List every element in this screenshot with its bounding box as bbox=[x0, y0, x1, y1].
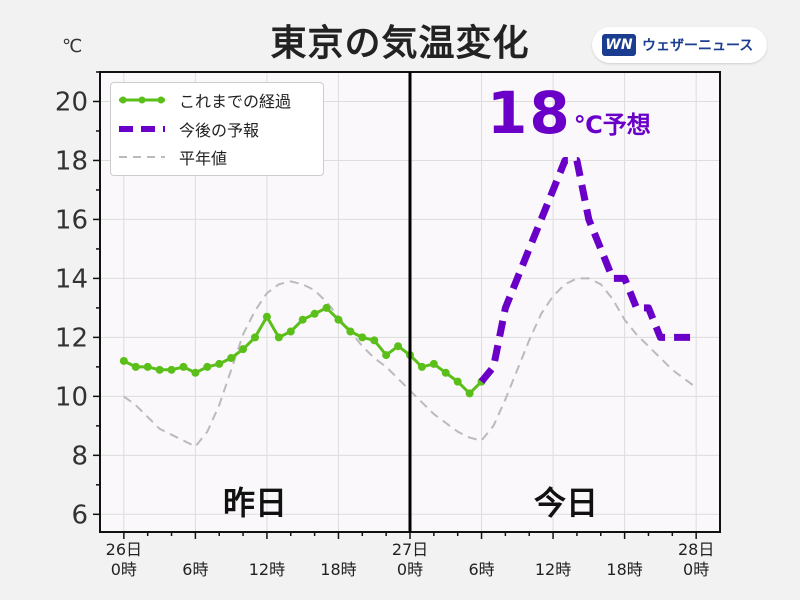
observed-point bbox=[382, 351, 391, 360]
observed-point bbox=[131, 362, 140, 371]
x-tick-hour: 12時 bbox=[248, 560, 286, 579]
y-tick-label: 12 bbox=[55, 323, 88, 353]
observed-point bbox=[310, 309, 319, 318]
x-tick-hour: 6時 bbox=[468, 560, 495, 579]
observed-point bbox=[119, 356, 128, 365]
legend-item-observed: これまでの経過 bbox=[117, 89, 291, 111]
weathernews-logo-icon: WN bbox=[602, 34, 636, 56]
observed-point bbox=[441, 368, 450, 377]
legend-label-normal: 平年値 bbox=[179, 149, 228, 168]
x-tick-date: 26日 bbox=[105, 540, 143, 559]
x-tick-label: 12時 bbox=[523, 540, 583, 580]
x-tick-date bbox=[595, 540, 655, 560]
chart-legend: これまでの経過 今後の予報 平年値 bbox=[110, 82, 324, 176]
observed-point bbox=[274, 333, 283, 342]
y-tick-label: 10 bbox=[55, 382, 88, 412]
brand-name: ウェザーニュース bbox=[642, 38, 754, 54]
y-tick-label: 18 bbox=[55, 146, 88, 176]
observed-point bbox=[417, 362, 426, 371]
y-tick-label: 16 bbox=[55, 205, 88, 235]
observed-point bbox=[465, 389, 474, 398]
brand-badge: WN ウェザーニュース bbox=[592, 27, 767, 63]
observed-point bbox=[143, 362, 152, 371]
x-tick-hour: 12時 bbox=[534, 560, 572, 579]
x-tick-hour: 0時 bbox=[110, 560, 137, 579]
x-tick-date: 27日 bbox=[391, 540, 429, 559]
x-tick-label: 18時 bbox=[308, 540, 368, 580]
x-tick-label: 6時 bbox=[452, 540, 512, 580]
legend-label-observed: これまでの経過 bbox=[179, 92, 292, 111]
x-tick-date bbox=[308, 540, 368, 560]
x-tick-hour: 0時 bbox=[683, 560, 710, 579]
x-tick-label: 27日 0時 bbox=[380, 540, 440, 580]
legend-swatch-observed bbox=[119, 96, 165, 104]
x-tick-date bbox=[237, 540, 297, 560]
observed-point bbox=[215, 359, 224, 368]
day-label-yesterday: 昨日 bbox=[223, 484, 288, 522]
observed-point bbox=[429, 359, 438, 368]
x-tick-label: 12時 bbox=[237, 540, 297, 580]
observed-point bbox=[322, 303, 331, 312]
forecast-high-value: 18 bbox=[487, 79, 572, 147]
y-tick-label: 14 bbox=[55, 264, 88, 294]
observed-point bbox=[358, 333, 367, 342]
legend-item-forecast: 今後の予報 bbox=[117, 118, 259, 140]
observed-point bbox=[239, 345, 248, 354]
x-tick-date bbox=[452, 540, 512, 560]
x-tick-hour: 6時 bbox=[182, 560, 209, 579]
observed-point bbox=[179, 362, 188, 371]
y-tick-label: 8 bbox=[71, 441, 88, 471]
legend-label-forecast: 今後の予報 bbox=[179, 121, 260, 140]
observed-point bbox=[370, 336, 379, 345]
y-tick-label: 20 bbox=[55, 87, 88, 117]
observed-point bbox=[262, 312, 271, 321]
x-tick-date bbox=[523, 540, 583, 560]
x-tick-label: 18時 bbox=[595, 540, 655, 580]
observed-point bbox=[251, 333, 259, 342]
x-tick-hour: 0時 bbox=[396, 560, 424, 579]
forecast-high-suffix: ℃予想 bbox=[573, 111, 651, 139]
page-title: 東京の気温変化 bbox=[270, 23, 530, 64]
x-tick-label: 6時 bbox=[165, 540, 225, 580]
legend-swatch-normal bbox=[119, 156, 165, 158]
observed-point bbox=[346, 327, 355, 336]
x-tick-date bbox=[165, 540, 225, 560]
observed-point bbox=[286, 327, 295, 336]
observed-point bbox=[298, 315, 307, 324]
x-tick-label: 26日 0時 bbox=[94, 540, 154, 580]
x-tick-date: 28日 bbox=[677, 540, 715, 559]
observed-point bbox=[191, 368, 200, 377]
legend-item-normal: 平年値 bbox=[117, 146, 227, 168]
x-tick-label: 28日 0時 bbox=[666, 540, 726, 580]
y-tick-label: 6 bbox=[71, 500, 88, 530]
forecast-callout: 18 ℃予想 bbox=[487, 84, 651, 142]
observed-point bbox=[167, 365, 176, 374]
x-tick-hour: 18時 bbox=[320, 560, 357, 579]
observed-point bbox=[227, 354, 236, 363]
observed-point bbox=[453, 377, 462, 386]
observed-point bbox=[203, 362, 212, 371]
x-tick-hour: 18時 bbox=[606, 560, 643, 579]
day-label-today: 今日 bbox=[534, 484, 599, 522]
observed-point bbox=[394, 342, 403, 351]
legend-swatch-forecast bbox=[119, 126, 165, 132]
observed-point bbox=[155, 365, 164, 374]
y-axis-unit-label: ℃ bbox=[62, 36, 83, 57]
series-line-forecast bbox=[478, 157, 697, 384]
observed-point bbox=[334, 315, 343, 324]
